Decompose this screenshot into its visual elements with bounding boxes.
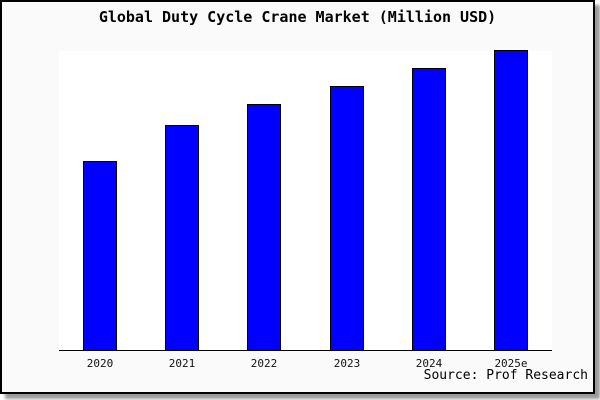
bar-2021 — [165, 125, 199, 350]
x-tick-label-2021: 2021 — [168, 357, 196, 370]
bar-2023 — [330, 86, 364, 350]
chart-title: Global Duty Cycle Crane Market (Million … — [98, 8, 497, 26]
bar-2020 — [83, 161, 117, 350]
chart-card: Global Duty Cycle Crane Market (Million … — [0, 0, 595, 394]
x-tick-label-2020: 2020 — [86, 357, 114, 370]
bar-2025e — [494, 50, 528, 350]
x-tick-label-2023: 2023 — [333, 357, 361, 370]
x-tick-label-2025e: 2025e — [494, 357, 528, 370]
source-credit: Source: Prof Research — [423, 368, 588, 383]
plot-area — [59, 50, 552, 351]
x-tick-label-2024: 2024 — [415, 357, 443, 370]
x-tick-label-2022: 2022 — [250, 357, 278, 370]
bar-2022 — [247, 104, 281, 350]
bar-2024 — [412, 68, 446, 350]
